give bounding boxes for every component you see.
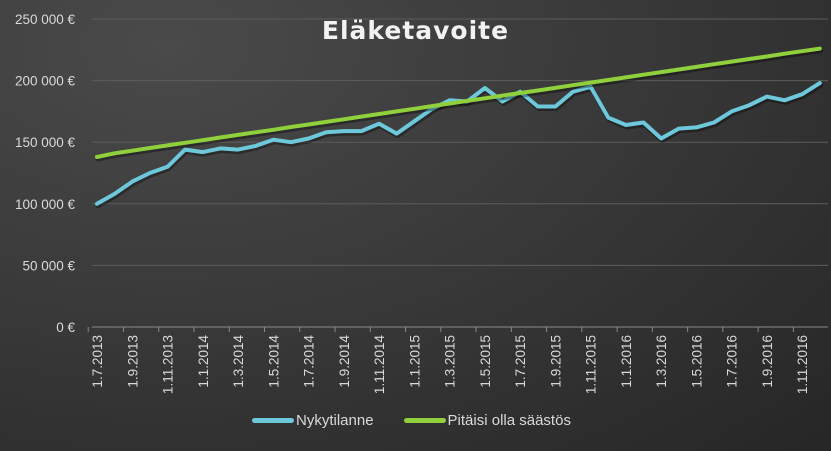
y-tick-label: 0 €: [56, 320, 75, 335]
y-tick-label: 50 000 €: [22, 258, 75, 273]
series-line-pitaisi: [95, 46, 822, 159]
x-tick-label: 1.7.2015: [513, 335, 528, 388]
series-line-shadow: [95, 48, 824, 162]
legend: Nykytilanne Pitäisi olla säästös: [252, 412, 601, 429]
x-tick-label: 1.3.2016: [654, 335, 669, 388]
x-tick-label: 1.9.2015: [548, 335, 563, 388]
x-tick-label: 1.3.2015: [443, 335, 458, 388]
legend-label-pitaisi: Pitäisi olla säästös: [447, 412, 571, 429]
legend-item-nykytilanne: Nykytilanne: [252, 412, 374, 429]
x-tick-label: 1.3.2014: [231, 335, 246, 388]
x-tick-label: 1.1.2015: [407, 335, 422, 388]
legend-swatch-nykytilanne: [252, 418, 294, 423]
legend-item-pitaisi: Pitäisi olla säästös: [403, 412, 571, 429]
x-tick-label: 1.9.2016: [760, 335, 775, 388]
x-tick-label: 1.7.2016: [725, 335, 740, 388]
x-tick-label: 1.11.2014: [372, 335, 387, 395]
x-tick-label: 1.9.2013: [125, 335, 140, 388]
x-tick-label: 1.1.2014: [196, 335, 211, 388]
y-tick-label: 150 000 €: [15, 135, 76, 150]
x-tick-label: 1.5.2015: [478, 335, 493, 388]
chart-title: Eläketavoite: [321, 16, 510, 45]
legend-swatch-pitaisi: [403, 418, 446, 423]
x-tick-label: 1.5.2016: [689, 335, 704, 388]
x-tick-label: 1.11.2013: [161, 335, 176, 394]
legend-label-nykytilanne: Nykytilanne: [296, 412, 374, 429]
x-tick-label: 1.11.2016: [795, 335, 810, 394]
y-tick-label: 200 000 €: [15, 74, 76, 89]
x-tick-label: 1.5.2014: [266, 335, 281, 388]
x-tick-label: 1.9.2014: [337, 335, 352, 388]
y-tick-label: 250 000 €: [15, 12, 76, 27]
x-tick-label: 1.11.2015: [584, 335, 599, 394]
y-tick-label: 100 000 €: [15, 197, 76, 212]
x-tick-label: 1.7.2013: [90, 335, 105, 388]
x-tick-label: 1.7.2014: [302, 335, 317, 388]
x-tick-label: 1.1.2016: [619, 335, 634, 388]
